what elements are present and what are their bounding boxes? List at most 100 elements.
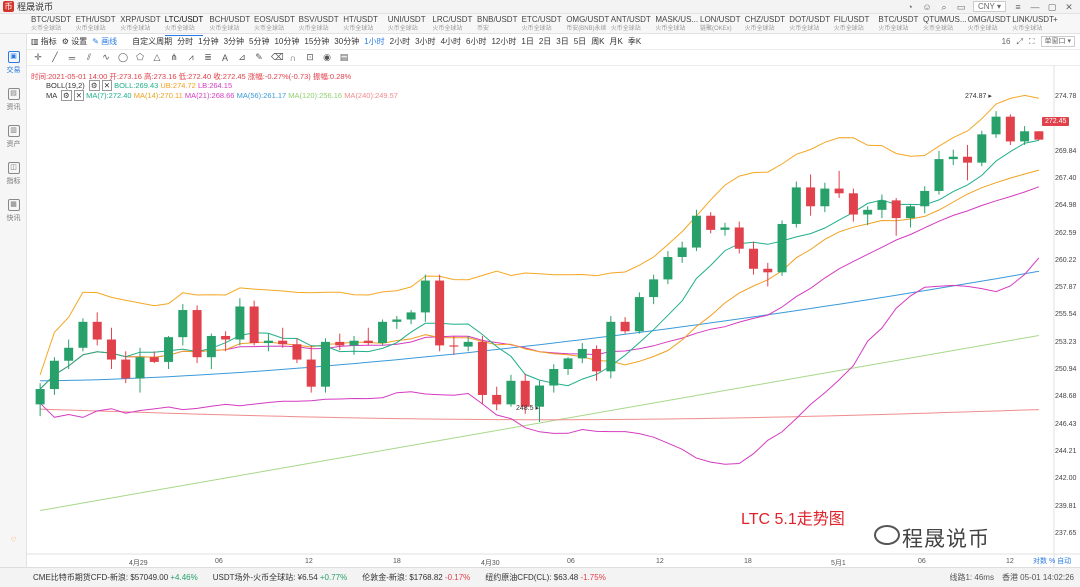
minimize-icon[interactable]: — <box>1030 1 1040 12</box>
period-option[interactable]: 2小时 <box>389 37 411 46</box>
period-option[interactable]: 季K <box>627 37 642 46</box>
text-icon[interactable]: A <box>221 52 228 63</box>
wave-icon[interactable]: ⩘ <box>188 52 194 62</box>
ticker-tab[interactable]: LRC/USDT 火币全球站 <box>432 16 472 33</box>
period-option[interactable]: 5分钟 <box>249 37 270 46</box>
pencil-icon[interactable]: ✎ <box>255 52 263 62</box>
sidebar-item[interactable]: ▥ 资产 <box>0 125 27 149</box>
sidebar-item[interactable]: ▣ 交易 <box>0 51 27 75</box>
ticker-tab[interactable]: FIL/USDT 火币全球站 <box>834 16 870 33</box>
ticker-tab[interactable]: BNB/USDT 币安 <box>477 16 517 33</box>
maximize-icon[interactable]: ▢ <box>1047 1 1057 12</box>
period-option[interactable]: 分时 <box>177 37 194 46</box>
ticker-tab[interactable]: LINK/USDT 火币全球站 <box>1012 16 1054 33</box>
drawing-button[interactable]: ✎ 画线 <box>92 37 118 46</box>
fullscreen-icon[interactable]: ⛶ <box>1028 36 1035 46</box>
market-ticker[interactable]: CME比特币期货CFD-新浪: $57049.00 +4.46% <box>33 572 198 583</box>
bell-icon[interactable]: ◔ <box>907 1 913 12</box>
currency-select[interactable]: CNY ▾ <box>973 1 1006 12</box>
ticker-tab[interactable]: LON/USDT 链聚(OKEx) <box>700 16 740 33</box>
custom-period-button[interactable]: 自定义周期 <box>132 37 173 46</box>
ticker-tab[interactable]: CHZ/USDT 火币全球站 <box>745 16 785 33</box>
pitchfork-icon[interactable]: ⋔ <box>170 52 178 62</box>
period-option[interactable]: 6小时 <box>466 37 487 46</box>
ticker-tab[interactable]: XRP/USDT 火币全球站 <box>120 16 160 33</box>
period-option[interactable]: 3日 <box>556 37 569 46</box>
ticker-tab[interactable]: ANT/USDT 火币全球站 <box>611 16 651 33</box>
ticker-tab[interactable]: LTC/USDT 火币全球站 <box>164 16 203 36</box>
ticker-tab[interactable]: BTC/USDT 火币全球站 <box>878 16 918 33</box>
sidebar-item[interactable]: ▦ 快讯 <box>0 199 27 223</box>
ticker-tab[interactable]: BCH/USDT 火币全球站 <box>209 16 250 33</box>
close-icon[interactable]: ✕ <box>1065 1 1073 12</box>
ellipse-icon[interactable]: ◯ <box>118 52 129 62</box>
period-option[interactable]: 月K <box>609 37 623 46</box>
period-option[interactable]: 12小时 <box>491 37 517 46</box>
ma-settings-icon[interactable]: ⚙ <box>60 90 72 101</box>
eye-icon[interactable]: ◉ <box>323 52 331 62</box>
period-option[interactable]: 1日 <box>521 37 534 46</box>
eraser-icon[interactable]: ⌫ <box>271 52 284 62</box>
period-option[interactable]: 1小时 <box>364 37 385 46</box>
fit-icon[interactable]: ⤢ <box>1016 36 1023 46</box>
ticker-tab[interactable]: OMG/USDT 火币全球站 <box>968 16 1011 33</box>
brush-icon[interactable]: ∿ <box>102 52 110 62</box>
sidebar-item[interactable]: ◫ 指标 <box>0 162 27 186</box>
ticker-tab[interactable]: MASK/US... 火币全球站 <box>655 16 698 33</box>
candle-body <box>677 247 687 257</box>
polygon-icon[interactable]: ⬠ <box>136 52 144 62</box>
help-icon[interactable]: ♡ <box>10 537 17 544</box>
period-option[interactable]: 15分钟 <box>304 37 330 46</box>
ticker-tab[interactable]: OMG/USDT 币安(BNB)永续 <box>566 16 609 33</box>
trash-icon[interactable]: ▤ <box>339 52 349 62</box>
add-ticker-icon[interactable]: + <box>1053 15 1058 24</box>
trendline-icon[interactable]: ╱ <box>52 52 58 62</box>
period-option[interactable]: 3小时 <box>415 37 436 46</box>
period-option[interactable]: 周K <box>591 37 605 46</box>
flash-icon: ▦ <box>7 199 20 211</box>
ticker-tab[interactable]: ETH/USDT 火币全球站 <box>76 16 116 33</box>
layout-select[interactable]: 单窗口 ▾ <box>1040 36 1075 47</box>
candle-body <box>1034 131 1044 140</box>
period-option[interactable]: 10分钟 <box>274 37 300 46</box>
market-ticker[interactable]: 纽约原油CFD(CL): $63.48 -1.75% <box>485 572 606 583</box>
boll-settings-icon[interactable]: ⚙ <box>88 80 100 91</box>
user-icon[interactable]: ☺ <box>922 1 932 12</box>
period-option[interactable]: 1分钟 <box>198 37 219 46</box>
triangle-icon[interactable]: △ <box>153 52 161 62</box>
ticker-tab[interactable]: DOT/USDT 火币全球站 <box>789 16 830 33</box>
x-tick-label: 18 <box>393 558 401 565</box>
hline-icon[interactable]: ═ <box>68 52 76 63</box>
lock-icon[interactable]: ⊡ <box>306 52 314 62</box>
channel-icon[interactable]: ⫽ <box>86 52 91 62</box>
ticker-tab[interactable]: EOS/USDT 火币全球站 <box>254 16 295 33</box>
ticker-tab[interactable]: ETC/USDT 火币全球站 <box>522 16 562 33</box>
message-icon[interactable]: ▭ <box>956 1 966 12</box>
magnet-icon[interactable]: ∩ <box>289 52 297 63</box>
price-chart[interactable] <box>27 66 1080 567</box>
ticker-tab[interactable]: UNI/USDT 火币全球站 <box>388 16 426 33</box>
market-ticker[interactable]: 伦敦金-新浪: $1768.82 -0.17% <box>362 572 470 583</box>
period-option[interactable]: 2日 <box>538 37 552 46</box>
sidebar-item[interactable]: ▤ 资讯 <box>0 88 27 112</box>
scale-controls[interactable]: 对数 % 自动 <box>1033 558 1072 565</box>
ticker-tab[interactable]: BSV/USDT 火币全球站 <box>299 16 339 33</box>
period-option[interactable]: 3分钟 <box>223 37 245 46</box>
period-option[interactable]: 30分钟 <box>334 37 360 46</box>
crosshair-icon[interactable]: ✛ <box>34 52 42 62</box>
search-icon[interactable]: ⌕ <box>941 1 947 12</box>
candle-body <box>106 339 116 360</box>
ticker-tab[interactable]: HT/USDT 火币全球站 <box>343 16 378 33</box>
market-ticker[interactable]: USDT场外-火币全球站: ¥6.54 +0.77% <box>213 572 348 583</box>
ticker-tab[interactable]: BTC/USDT 火币全球站 <box>31 16 71 33</box>
period-option[interactable]: 4小时 <box>440 37 462 46</box>
ma-close-icon[interactable]: ✕ <box>73 90 85 101</box>
indicator-button[interactable]: ▥ 指标 <box>31 37 57 46</box>
fib-icon[interactable]: ≣ <box>204 52 212 62</box>
ruler-icon[interactable]: ⊿ <box>238 52 246 62</box>
settings-button[interactable]: ⚙ 设置 <box>61 37 88 46</box>
ticker-tab[interactable]: QTUM/US... 火币全球站 <box>923 16 967 33</box>
boll-close-icon[interactable]: ✕ <box>101 80 112 91</box>
menu-icon[interactable]: ≡ <box>1015 1 1021 12</box>
period-option[interactable]: 5日 <box>573 37 587 46</box>
